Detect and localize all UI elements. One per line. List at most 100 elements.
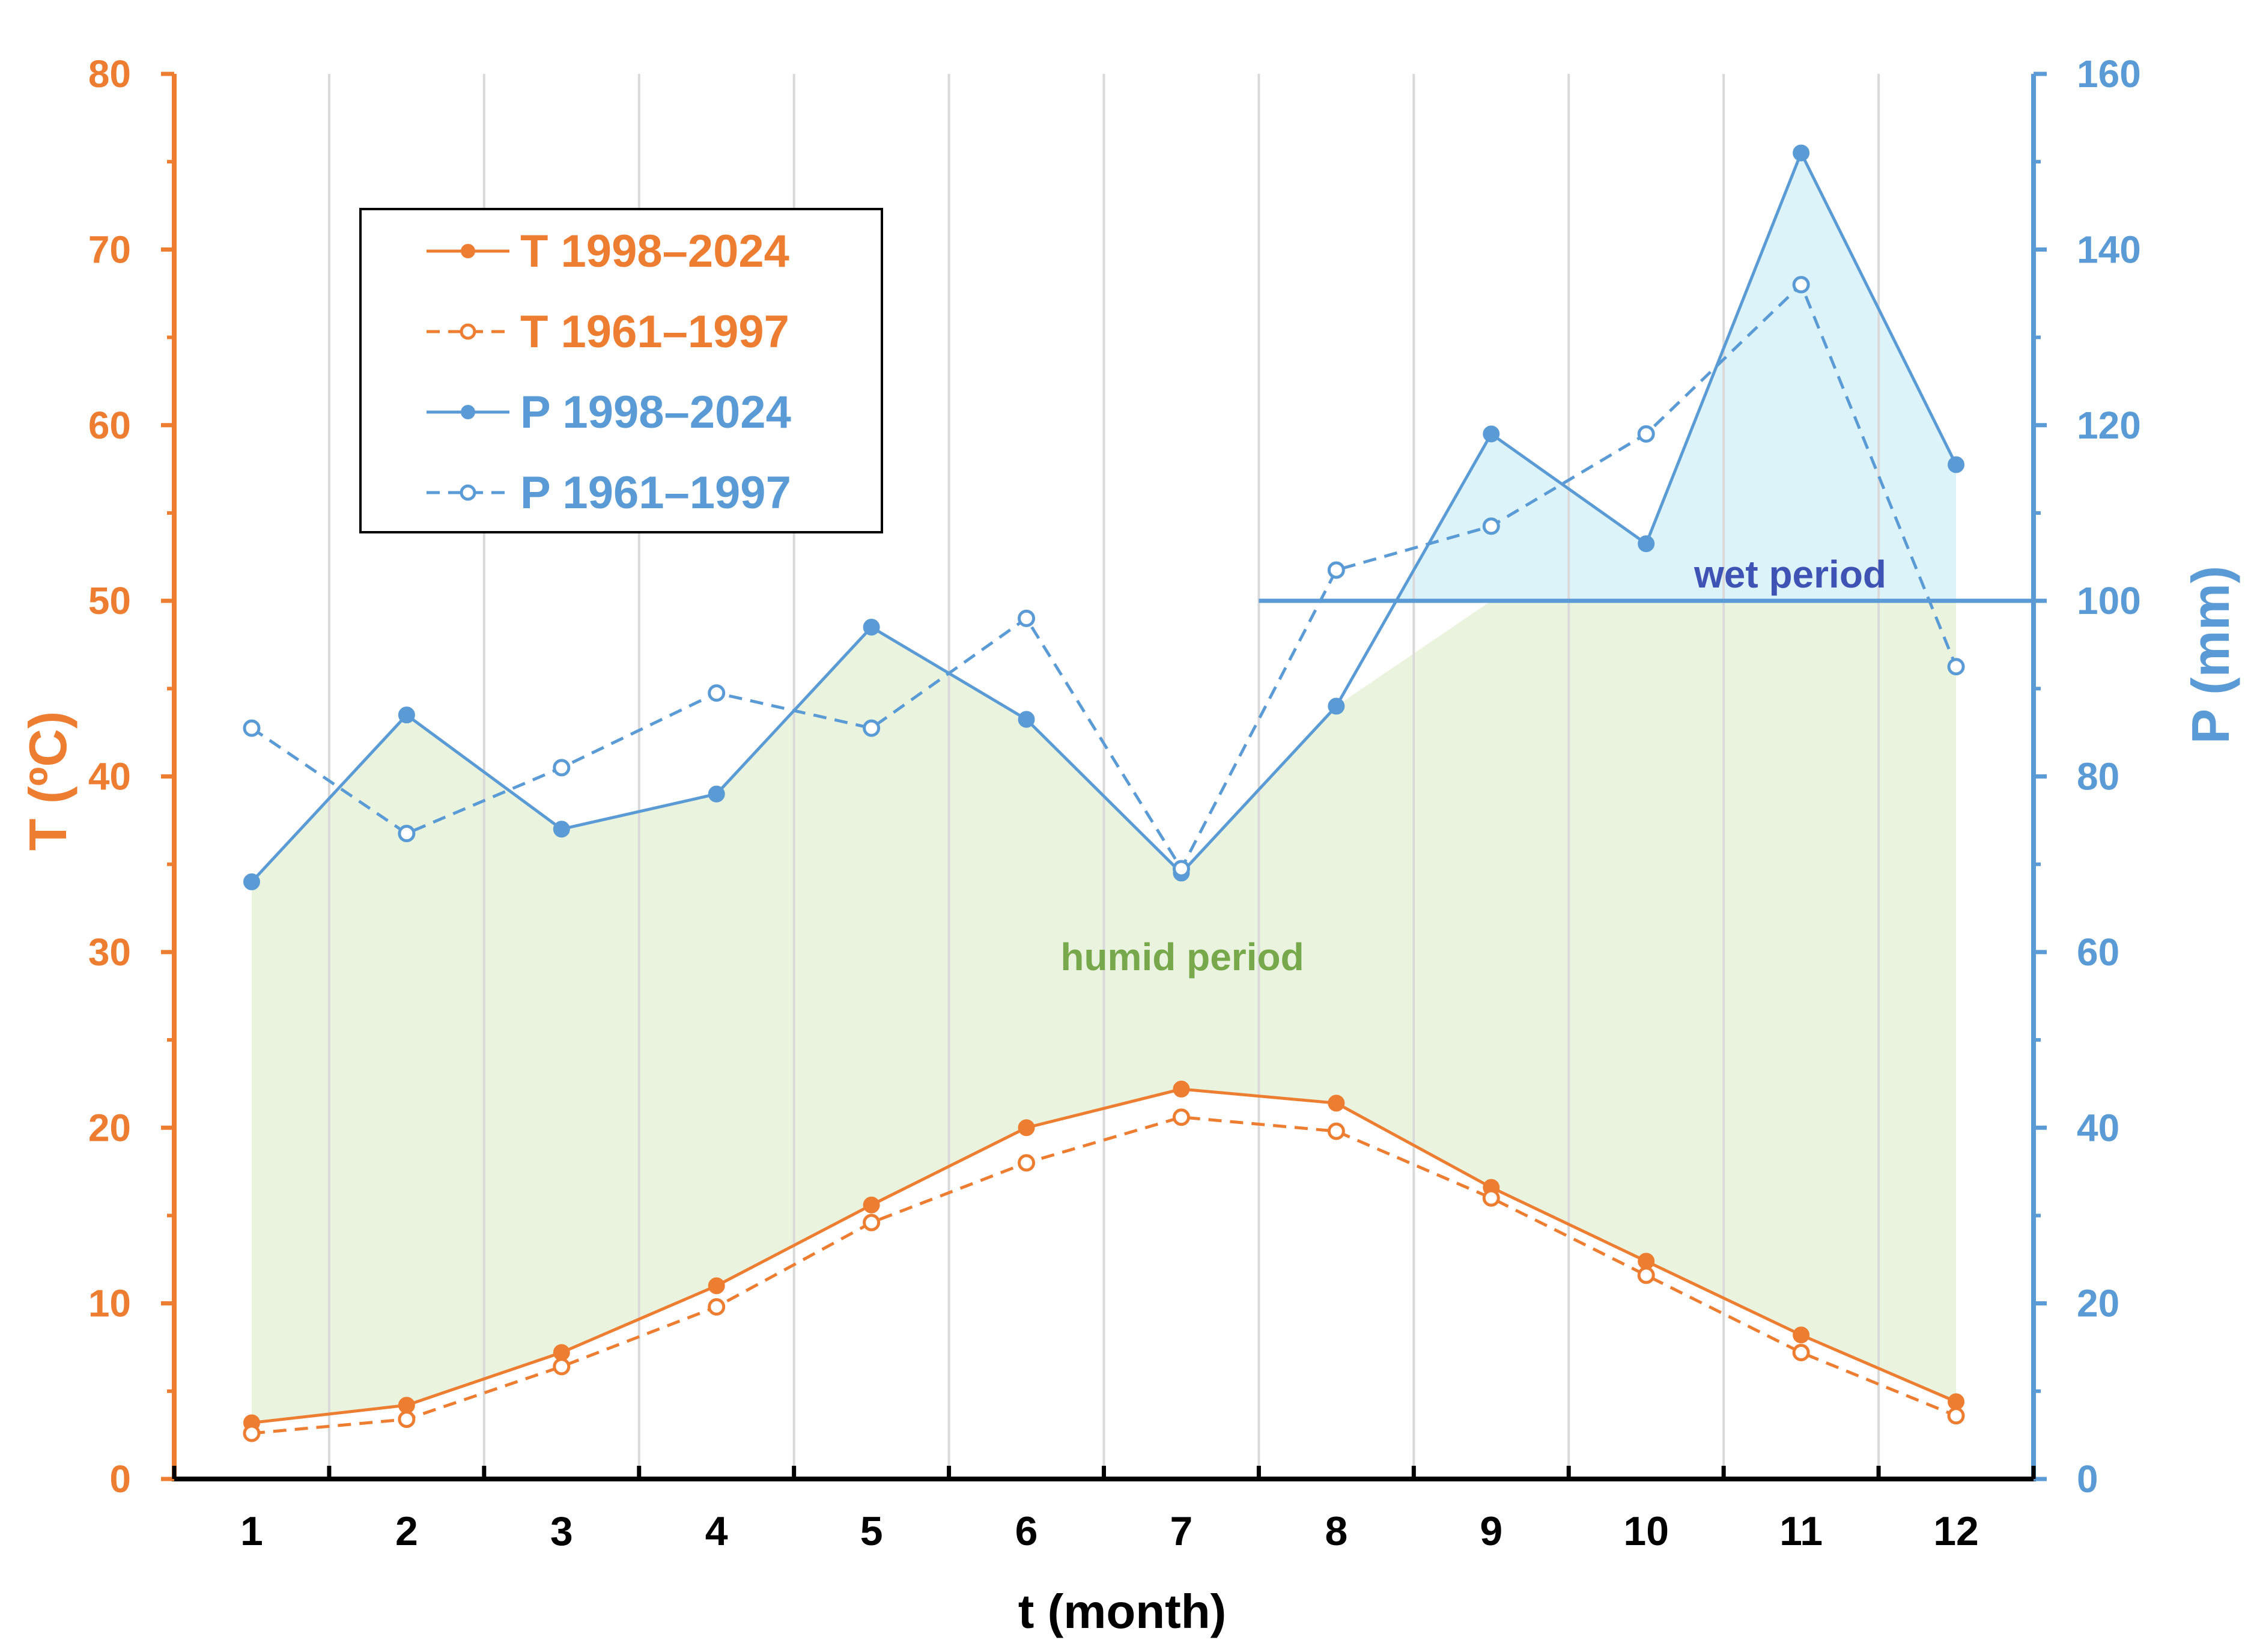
data-point: [1483, 425, 1500, 443]
data-point: [1638, 535, 1655, 553]
data-point: [553, 821, 570, 838]
x-axis-title: t (month): [1018, 1585, 1227, 1638]
data-point: [1947, 658, 1965, 676]
left-tick-label: 0: [109, 1457, 131, 1501]
left-tick-label: 20: [88, 1106, 131, 1149]
x-tick-label: 9: [1480, 1508, 1502, 1554]
data-point: [863, 1213, 881, 1231]
series-line: [251, 1087, 1957, 1424]
data-point: [1018, 1119, 1035, 1137]
right-tick-label: 120: [2077, 404, 2141, 447]
legend-entry-label: P 1961–1997: [520, 467, 791, 518]
data-point: [1637, 1266, 1655, 1284]
data-point: [553, 759, 571, 777]
left-tick-label: 80: [88, 52, 131, 96]
data-point: [553, 1358, 571, 1376]
data-point: [1172, 1108, 1190, 1126]
data-point: [398, 706, 415, 724]
legend-swatch-marker: [461, 405, 475, 419]
legend-entry-label: T 1998–2024: [520, 226, 789, 277]
right-tick-label: 60: [2077, 931, 2119, 974]
data-point: [398, 1411, 416, 1429]
wet-period-area: [1396, 153, 1957, 601]
x-tick-label: 8: [1325, 1508, 1347, 1554]
data-point: [1792, 1343, 1810, 1361]
x-tick-label: 6: [1015, 1508, 1038, 1554]
legend-entry-label: T 1961–1997: [520, 306, 789, 357]
data-point: [1482, 517, 1500, 535]
data-point: [863, 719, 881, 737]
series-line: [251, 283, 1958, 870]
legend-box: [359, 208, 883, 533]
series-line: [251, 151, 1958, 883]
x-tick-label: 11: [1779, 1508, 1823, 1554]
data-point: [708, 684, 726, 702]
humid-period-label: humid period: [1060, 935, 1304, 979]
data-point: [1947, 1407, 1965, 1425]
right-tick-label: 20: [2077, 1282, 2119, 1325]
series-4: [243, 276, 1965, 878]
right-tick-label: 0: [2077, 1457, 2098, 1501]
left-tick-label: 70: [88, 228, 131, 271]
right-tick-label: 80: [2077, 755, 2119, 798]
legend-entry-label: P 1998–2024: [520, 387, 791, 438]
data-point: [1018, 609, 1036, 627]
data-point: [1173, 1080, 1190, 1098]
data-point: [243, 873, 260, 890]
left-tick-label: 10: [88, 1282, 131, 1325]
data-point: [1172, 860, 1190, 878]
x-tick-label: 5: [860, 1508, 883, 1554]
series-1: [243, 1080, 1965, 1432]
legend-swatch-marker: [460, 323, 476, 340]
data-point: [1328, 1095, 1345, 1112]
series-line: [251, 1116, 1957, 1435]
data-point: [1482, 1189, 1500, 1207]
data-point: [1793, 1326, 1810, 1344]
left-tick-label: 40: [88, 755, 131, 798]
series-lines: [243, 144, 1965, 1442]
x-tick-label: 7: [1170, 1508, 1193, 1554]
x-tick-label: 12: [1933, 1508, 1979, 1554]
left-tick-label: 60: [88, 404, 131, 447]
data-point: [1948, 456, 1965, 473]
data-point: [1327, 561, 1345, 579]
legend-swatch-marker: [460, 484, 476, 501]
data-point: [243, 719, 261, 737]
annotations: humid period wet period: [1060, 553, 1886, 979]
data-point: [1637, 425, 1655, 443]
right-tick-label: 40: [2077, 1106, 2119, 1149]
x-tick-label: 2: [395, 1508, 418, 1554]
x-tick-label: 1: [240, 1508, 263, 1554]
series-2: [243, 1108, 1965, 1442]
wet-period-label: wet period: [1694, 553, 1886, 596]
data-point: [1793, 144, 1810, 162]
left-y-axis-title: T (ºC): [18, 711, 77, 851]
data-point: [398, 825, 416, 843]
x-tick-label: 3: [550, 1508, 573, 1554]
left-tick-label: 50: [88, 579, 131, 622]
legend-swatch-marker: [461, 244, 475, 258]
legend: T 1998–2024 T 1961–1997 P 1998–2024 P 1961–…: [359, 208, 883, 533]
right-y-axis-title: P (mm): [2181, 566, 2240, 744]
right-tick-label: 140: [2077, 228, 2141, 271]
data-point: [1018, 711, 1035, 728]
data-point: [863, 618, 880, 636]
right-tick-label: 100: [2077, 579, 2141, 622]
series-3: [243, 144, 1965, 890]
data-point: [1328, 697, 1345, 715]
data-point: [708, 785, 725, 803]
data-point: [243, 1424, 261, 1442]
data-point: [863, 1196, 880, 1213]
data-point: [1792, 276, 1810, 294]
left-tick-label: 30: [88, 931, 131, 974]
data-point: [708, 1298, 726, 1316]
x-tick-label: 4: [705, 1508, 728, 1554]
data-point: [708, 1277, 725, 1295]
data-point: [1327, 1122, 1345, 1140]
right-tick-label: 160: [2077, 52, 2141, 96]
x-tick-label: 10: [1623, 1508, 1669, 1554]
data-point: [1018, 1154, 1036, 1172]
axis-titles: t (month) T (ºC) P (mm): [18, 566, 2240, 1638]
